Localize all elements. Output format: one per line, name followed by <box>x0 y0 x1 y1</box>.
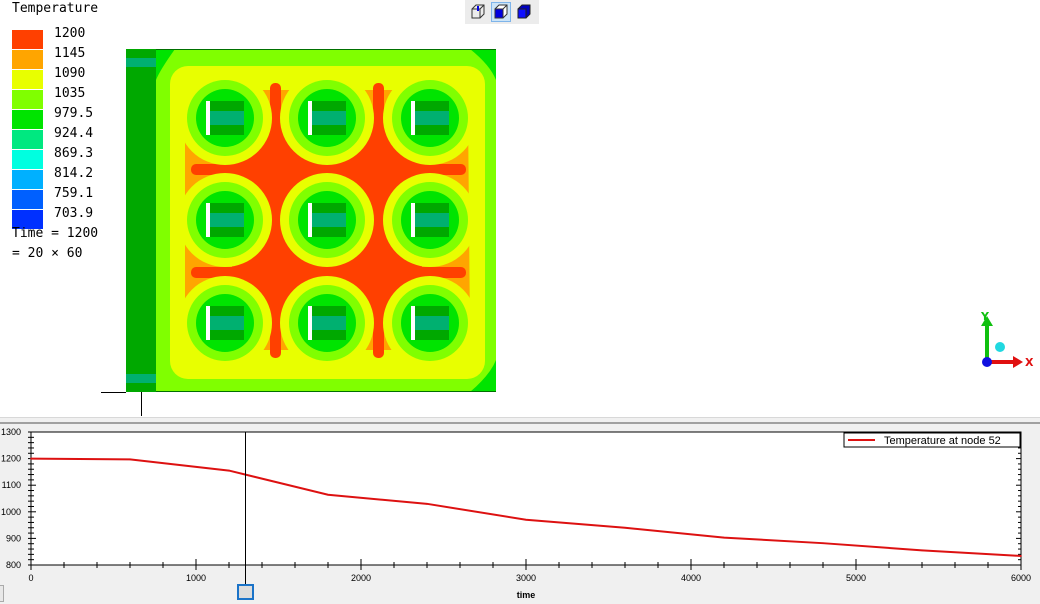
legend-swatch <box>12 130 43 149</box>
y-axis-label: Y <box>980 310 990 323</box>
y-tick-label: 1100 <box>2 480 21 490</box>
solid-cube-icon <box>517 4 531 19</box>
data-point <box>1020 555 1022 557</box>
heating-channel <box>383 173 477 267</box>
legend-swatch <box>12 30 43 49</box>
y-tick-label: 1000 <box>1 507 21 517</box>
heating-channel <box>280 173 374 267</box>
time-formula: = 20 × 60 <box>12 246 83 261</box>
y-tick-label: 1300 <box>1 427 21 437</box>
y-tick-label: 900 <box>6 533 21 543</box>
x-axis-label: X <box>1025 356 1034 369</box>
legend-item: 814.2 <box>12 166 132 189</box>
data-point <box>426 503 428 505</box>
temperature-history-chart[interactable]: 0 1000 2000 3000 4000 5000 6000 800 900 1000 1100 1… <box>0 424 1040 603</box>
legend-item: 703.9 <box>12 206 132 229</box>
heating-channel <box>383 71 477 165</box>
temperature-contour-plot[interactable] <box>0 0 520 420</box>
x-tick-label: 1000 <box>186 573 206 583</box>
time-readout: Time = 1200 <box>12 226 99 241</box>
wireframe-cube-icon <box>471 4 485 19</box>
legend-item: 979.5 <box>12 106 132 129</box>
legend-item: 1090 <box>12 66 132 89</box>
y-tick-label: 800 <box>6 560 21 570</box>
legend-title: Temperature <box>12 1 99 16</box>
legend-item: 1145 <box>12 46 132 69</box>
heating-channel <box>280 71 374 165</box>
heating-channel <box>178 276 272 370</box>
legend-value: 814.2 <box>54 166 94 181</box>
heating-channel <box>280 276 374 370</box>
x-axis-title: time <box>517 590 536 600</box>
x-tick-label: 5000 <box>846 573 866 583</box>
x-tick-label: 6000 <box>1011 573 1031 583</box>
x-tick-label: 3000 <box>516 573 536 583</box>
legend-value: 1200 <box>54 26 86 41</box>
legend-value: 979.5 <box>54 106 94 121</box>
shaded-view-button[interactable] <box>491 2 511 22</box>
data-point <box>327 493 329 496</box>
data-point <box>624 526 626 529</box>
legend-swatch <box>12 50 43 69</box>
chart-legend <box>843 432 1021 448</box>
plot-area <box>30 431 1022 566</box>
x-tick-label: 2000 <box>351 573 371 583</box>
legend-label: Temperature at node 52 <box>884 435 1001 447</box>
data-point <box>822 542 824 544</box>
x-tick-label: 0 <box>28 573 33 583</box>
panel-splitter[interactable] <box>0 422 1040 424</box>
heating-channel <box>383 276 477 370</box>
data-point <box>921 549 923 552</box>
legend-value: 759.1 <box>54 186 94 201</box>
legend-swatch <box>12 70 43 89</box>
legend-value: 924.4 <box>54 126 94 141</box>
legend-item: 869.3 <box>12 146 132 169</box>
legend-item: 1200 <box>12 26 132 49</box>
heating-channel <box>178 173 272 267</box>
legend-value: 1090 <box>54 66 86 81</box>
legend-swatch <box>12 150 43 169</box>
legend-value: 1035 <box>54 86 86 101</box>
legend-swatch <box>12 170 43 189</box>
legend-swatch <box>12 190 43 209</box>
legend-swatch <box>12 210 43 229</box>
legend-value: 703.9 <box>54 206 94 221</box>
axes-triad: Y X <box>980 310 1034 369</box>
view-toolbar <box>465 0 539 24</box>
wireframe-view-button[interactable] <box>468 2 488 22</box>
data-point <box>129 458 131 461</box>
data-point <box>723 536 725 539</box>
legend-value: 869.3 <box>54 146 94 161</box>
legend-swatch <box>12 110 43 129</box>
shaded-cube-icon <box>494 4 508 19</box>
legend-item: 924.4 <box>12 126 132 149</box>
y-tick-label: 1200 <box>1 454 21 464</box>
legend-item: 1035 <box>12 86 132 109</box>
data-point <box>30 457 32 460</box>
data-point <box>228 469 230 472</box>
time-slider-handle[interactable] <box>237 584 254 600</box>
solid-view-button[interactable] <box>514 2 534 22</box>
panel-handle[interactable] <box>0 585 4 602</box>
heating-channel <box>178 71 272 165</box>
x-tick-label: 4000 <box>681 573 701 583</box>
legend-value: 1145 <box>54 46 86 61</box>
data-point <box>525 518 527 521</box>
legend-swatch <box>12 90 43 109</box>
legend-item: 759.1 <box>12 186 132 209</box>
